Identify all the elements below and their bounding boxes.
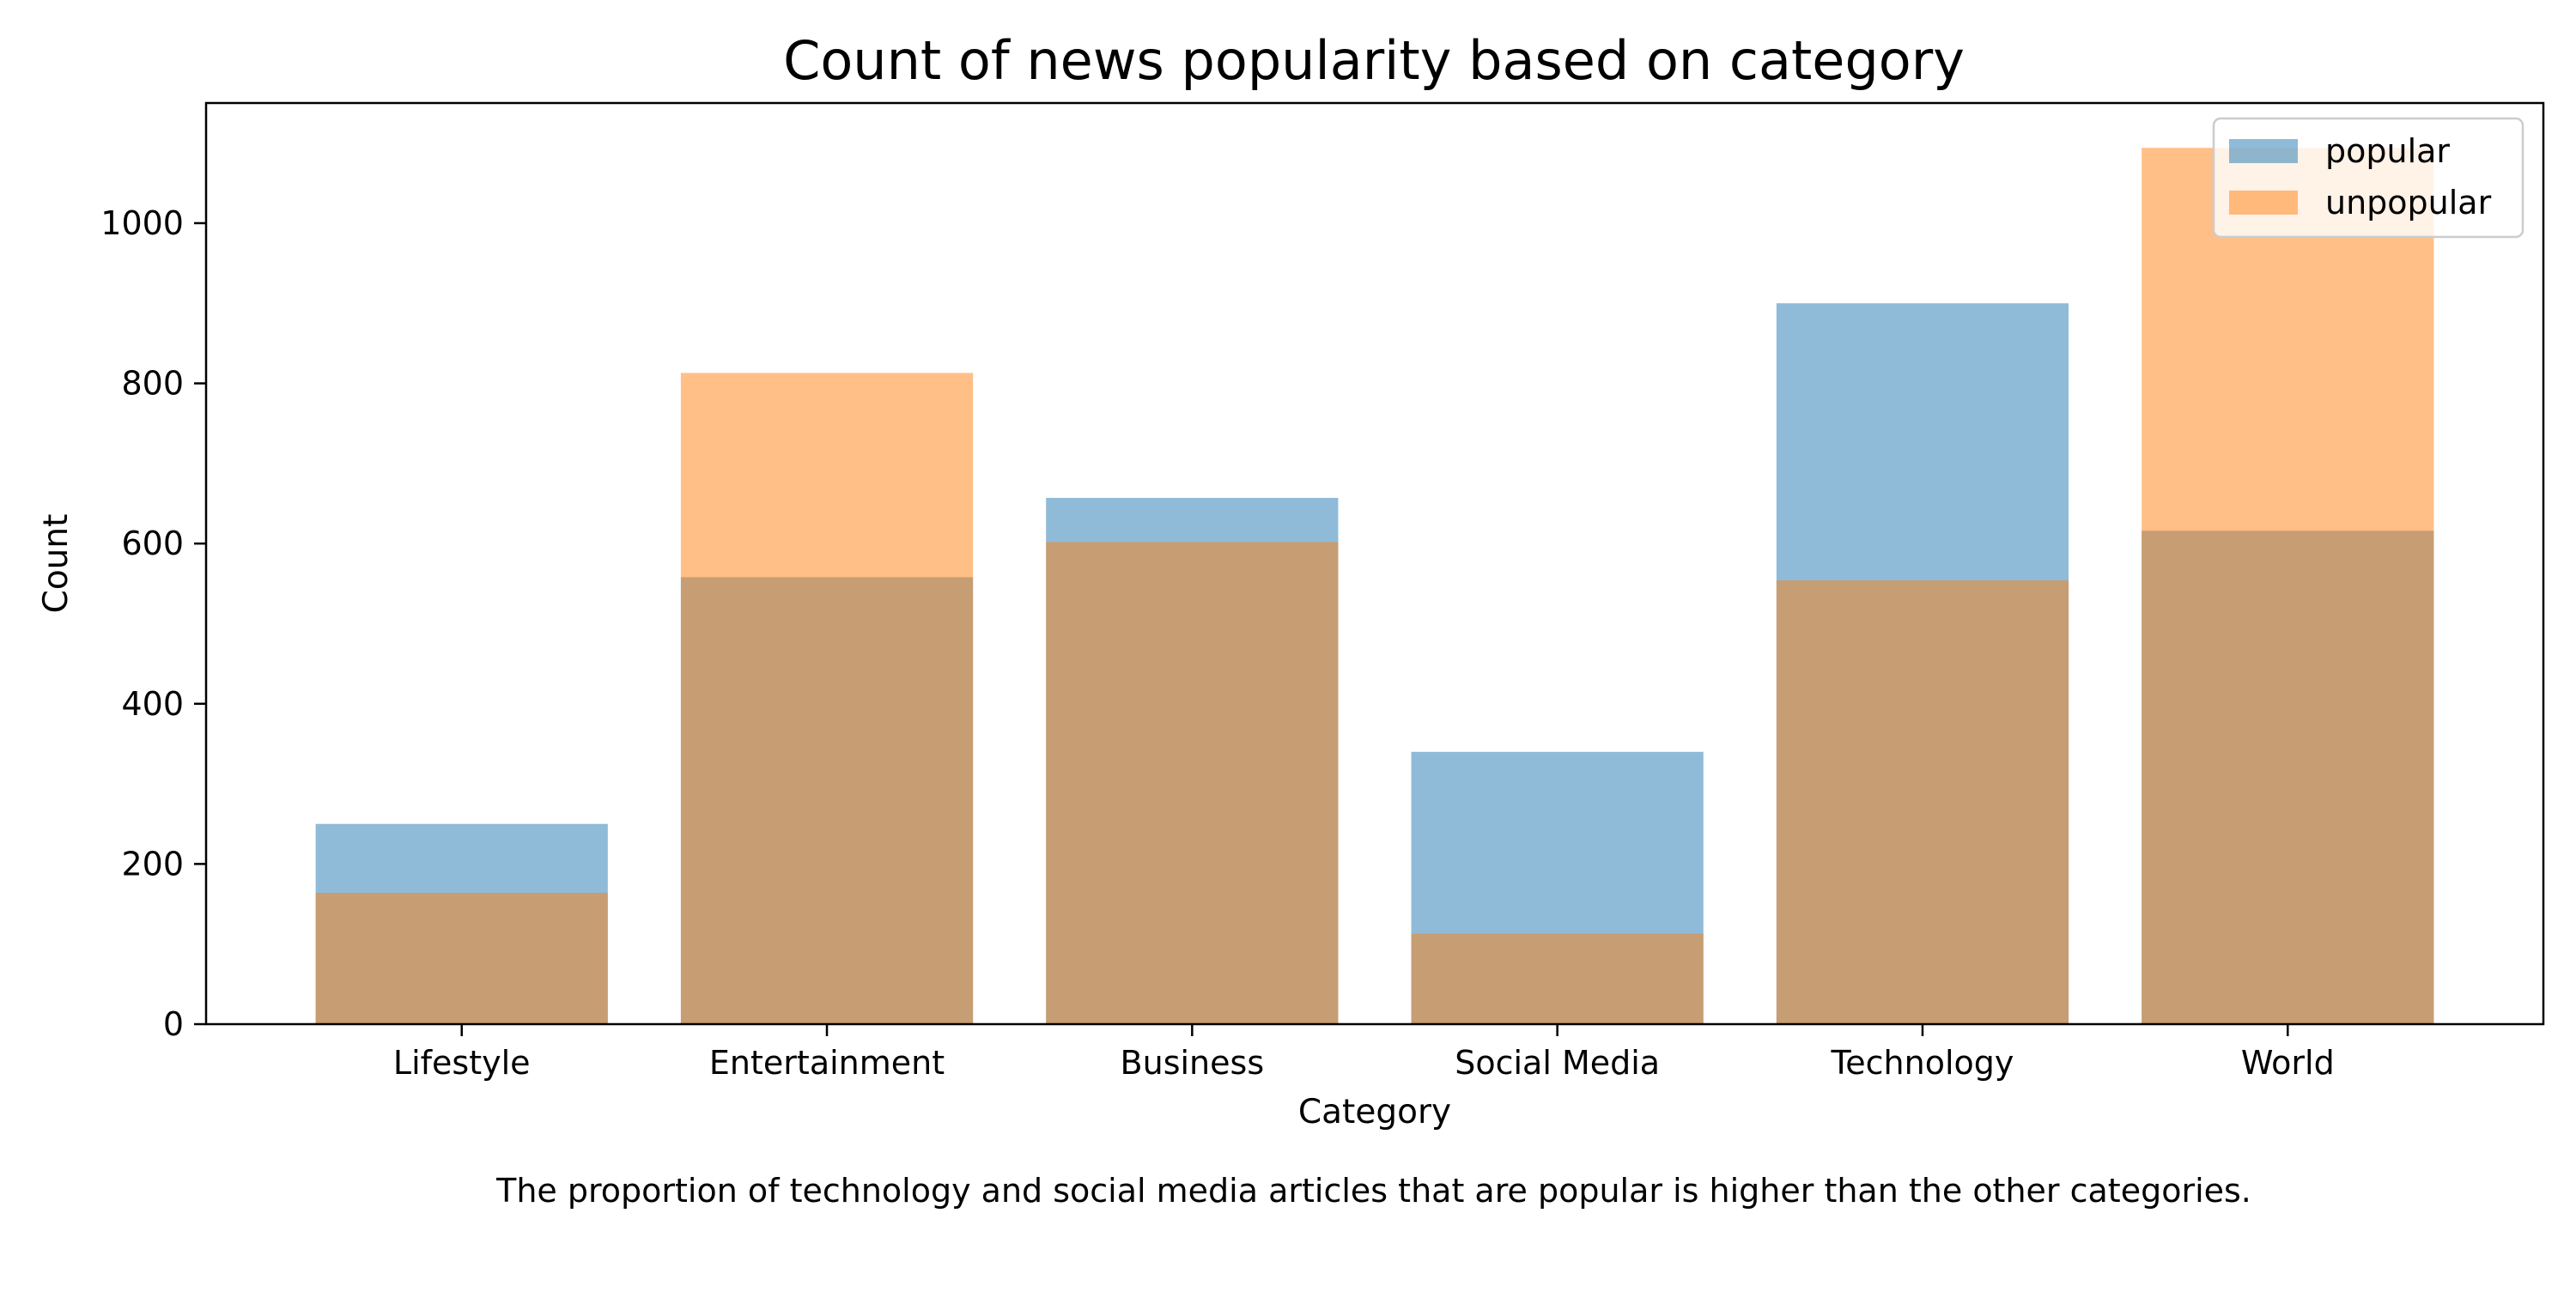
- legend-label-popular: popular: [2325, 132, 2450, 170]
- y-tick-label: 800: [121, 365, 184, 403]
- y-tick-label: 200: [121, 845, 184, 883]
- y-tick-label: 400: [121, 685, 184, 723]
- legend: popular unpopular: [2212, 117, 2524, 239]
- bars-layer: [315, 148, 2434, 1024]
- x-tick-label: Social Media: [1455, 1044, 1660, 1082]
- y-tick-label: 1000: [100, 204, 184, 242]
- x-tick-label: Business: [1121, 1044, 1265, 1082]
- x-tick-label: Technology: [1831, 1044, 2014, 1082]
- bar-unpopular-social-media: [1411, 933, 1704, 1024]
- x-axis-label: Category: [1298, 1093, 1451, 1131]
- bar-unpopular-lifestyle: [315, 892, 608, 1024]
- chart-caption: The proportion of technology and social …: [495, 1172, 2251, 1210]
- x-tick-label: Entertainment: [709, 1044, 945, 1082]
- y-tick-label: 600: [121, 525, 184, 562]
- y-axis: 0 200 400 600 800 1000: [100, 204, 206, 1043]
- legend-label-unpopular: unpopular: [2325, 184, 2492, 221]
- legend-swatch-unpopular: [2229, 191, 2298, 215]
- chart-title: Count of news popularity based on catego…: [783, 29, 1965, 92]
- bar-unpopular-entertainment: [680, 373, 974, 1024]
- y-axis-label: Count: [37, 514, 76, 614]
- bar-unpopular-technology: [1776, 580, 2069, 1024]
- plot-frame: [204, 101, 2545, 1026]
- y-tick-label: 0: [163, 1005, 184, 1043]
- bar-unpopular-business: [1046, 542, 1339, 1024]
- x-axis: Lifestyle Entertainment Business Social Med…: [393, 1024, 2335, 1082]
- x-tick-label: World: [2241, 1044, 2335, 1082]
- legend-swatch-popular: [2229, 139, 2298, 163]
- x-tick-label: Lifestyle: [393, 1044, 531, 1082]
- bar-unpopular-world: [2142, 148, 2434, 1024]
